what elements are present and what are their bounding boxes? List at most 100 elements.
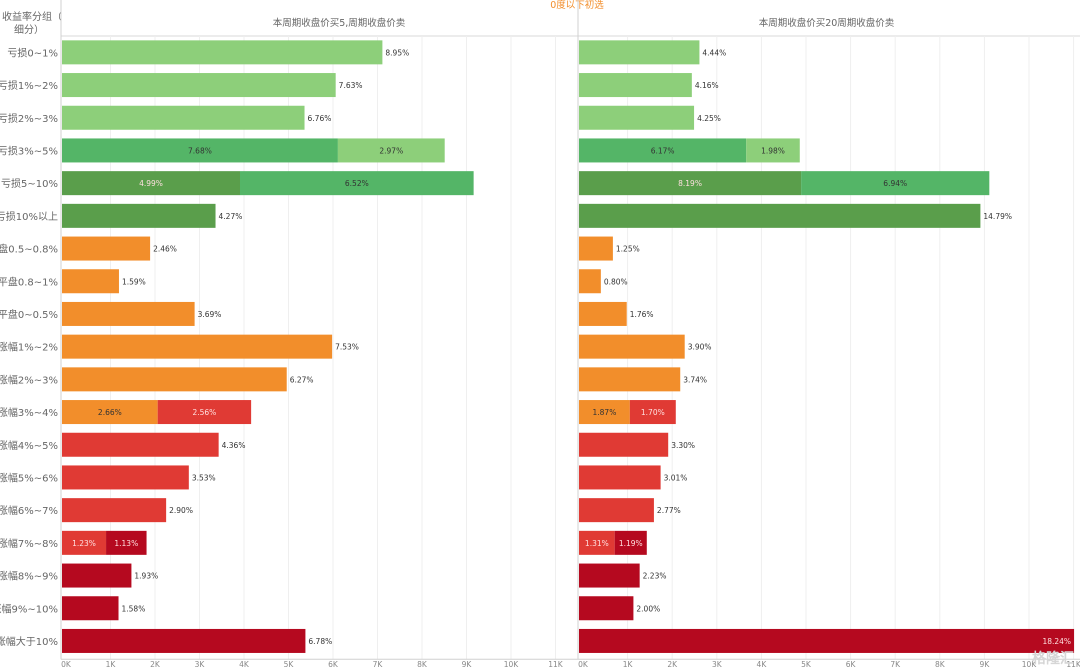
data-label: 4.25% — [697, 114, 721, 123]
data-label: 4.36% — [222, 441, 246, 450]
x-tick-label: 0K — [578, 660, 589, 669]
category-label: 亏损10%以上 — [0, 210, 58, 223]
x-tick-label: 4K — [239, 660, 250, 669]
data-label: 7.53% — [335, 343, 359, 352]
x-tick-label: 3K — [195, 660, 206, 669]
bar-segment — [62, 563, 132, 588]
data-label: 2.77% — [657, 506, 681, 515]
x-tick-label: 10K — [1022, 660, 1038, 669]
data-label: 4.99% — [139, 179, 163, 188]
data-label: 8.19% — [678, 179, 702, 188]
row-header-line1: 收益率分组（ — [2, 10, 62, 23]
data-label: 3.01% — [664, 473, 688, 482]
data-label: 1.70% — [641, 408, 665, 417]
bar-segment — [62, 334, 333, 359]
bar-segment — [579, 432, 669, 457]
data-label: 3.90% — [688, 343, 712, 352]
data-label: 6.17% — [651, 146, 675, 155]
data-label: 6.76% — [308, 114, 332, 123]
bar-segment — [579, 40, 700, 65]
data-label: 1.76% — [630, 310, 654, 319]
category-label: 涨幅1%~2% — [0, 341, 58, 354]
bar-segment — [62, 367, 287, 392]
data-label: 4.44% — [702, 48, 726, 57]
data-label: 1.23% — [72, 539, 96, 548]
category-label: 涨幅6%~7% — [0, 504, 58, 517]
bar-segment — [579, 596, 634, 621]
x-tick-label: 9K — [980, 660, 991, 669]
category-label: 平盘0.5~0.8% — [0, 243, 58, 256]
x-tick-label: 1K — [106, 660, 117, 669]
data-label: 7.63% — [339, 81, 363, 90]
bar-segment — [579, 236, 613, 261]
data-label: 1.87% — [593, 408, 617, 417]
data-label: 3.74% — [683, 375, 707, 384]
x-tick-label: 1K — [623, 660, 634, 669]
x-tick-label: 8K — [935, 660, 946, 669]
bar-segment — [579, 269, 601, 294]
bar-segment — [579, 203, 981, 228]
x-tick-label: 10K — [504, 660, 520, 669]
data-label: 2.90% — [169, 506, 193, 515]
data-label: 1.19% — [619, 539, 643, 548]
bar-segment — [746, 138, 800, 163]
bar-segment — [579, 334, 685, 359]
category-label: 亏损2%~3% — [0, 112, 58, 125]
category-label: 亏损0~1% — [7, 46, 58, 59]
bar-segment — [579, 628, 1075, 653]
x-tick-label: 4K — [757, 660, 768, 669]
bar-segment — [62, 465, 189, 490]
bar-segment — [62, 530, 107, 555]
data-label: 3.69% — [198, 310, 222, 319]
bar-segment — [579, 301, 627, 326]
category-label: 涨幅7%~8% — [0, 537, 58, 550]
category-label: 涨幅2%~3% — [0, 373, 58, 386]
category-label: 平盘0.8~1% — [0, 275, 58, 288]
bar-segment — [62, 400, 158, 425]
x-tick-label: 7K — [373, 660, 384, 669]
x-tick-label: 11K — [1066, 660, 1080, 669]
data-label: 0.80% — [604, 277, 628, 286]
top-title: 0度以下初选 — [550, 0, 604, 11]
bar-segment — [62, 73, 336, 98]
data-label: 8.95% — [385, 48, 409, 57]
bar-segment — [614, 530, 647, 555]
bar-segment — [240, 171, 474, 196]
data-label: 2.46% — [153, 245, 177, 254]
bar-segment — [579, 367, 681, 392]
bar-segment — [62, 628, 306, 653]
data-label: 2.00% — [636, 604, 660, 613]
data-label: 3.53% — [192, 473, 216, 482]
bar-segment — [62, 498, 167, 523]
bar-segment — [62, 138, 338, 163]
x-tick-label: 2K — [150, 660, 161, 669]
bar-segment — [62, 105, 305, 130]
bar-segment — [157, 400, 252, 425]
bar-segment — [62, 171, 240, 196]
bar-segment — [106, 530, 147, 555]
x-tick-label: 6K — [846, 660, 857, 669]
data-label: 2.97% — [379, 146, 403, 155]
x-tick-label: 11K — [548, 660, 564, 669]
data-label: 1.13% — [114, 539, 138, 548]
data-label: 7.68% — [188, 146, 212, 155]
bar-segment — [62, 301, 195, 326]
category-label: 涨幅8%~9% — [0, 570, 58, 583]
category-label: 涨幅3%~4% — [0, 406, 58, 419]
bar-segment — [579, 563, 640, 588]
data-label: 6.27% — [290, 375, 314, 384]
bar-segment — [62, 269, 119, 294]
data-label: 4.16% — [695, 81, 719, 90]
data-label: 1.25% — [616, 245, 640, 254]
x-tick-label: 7K — [890, 660, 901, 669]
data-label: 6.94% — [883, 179, 907, 188]
category-label: 涨幅5%~6% — [0, 471, 58, 484]
bar-segment — [579, 465, 661, 490]
x-tick-label: 8K — [417, 660, 428, 669]
data-label: 6.52% — [345, 179, 369, 188]
category-label: 涨幅大于10% — [0, 635, 58, 648]
data-label: 1.59% — [122, 277, 146, 286]
bar-segment — [62, 432, 219, 457]
x-tick-label: 0K — [61, 660, 72, 669]
data-label: 2.66% — [98, 408, 122, 417]
